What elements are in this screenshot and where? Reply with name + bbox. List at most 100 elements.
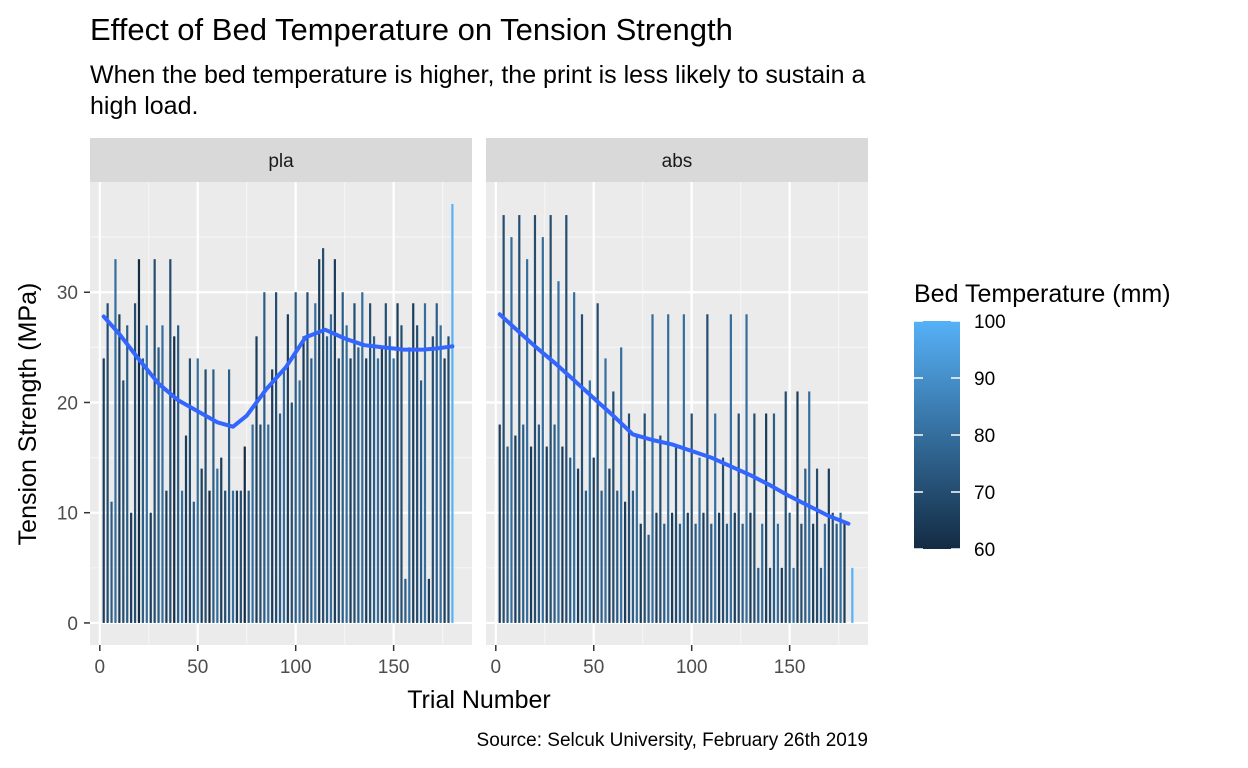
- smooth-trend-line: [497, 312, 851, 526]
- bar: [349, 358, 352, 623]
- bar: [404, 578, 407, 623]
- bar: [725, 523, 729, 623]
- bar: [161, 325, 164, 623]
- bar: [412, 303, 415, 623]
- bar: [416, 325, 419, 623]
- y-tick-label: 10: [57, 504, 78, 525]
- bar: [635, 435, 638, 623]
- bar: [851, 567, 854, 623]
- bar: [180, 490, 184, 623]
- bar: [361, 292, 364, 623]
- bar: [333, 259, 336, 623]
- bar: [353, 303, 356, 623]
- bar: [157, 347, 160, 623]
- legend-tick-label: 70: [974, 483, 995, 504]
- bar: [372, 336, 376, 623]
- bar: [345, 325, 348, 623]
- bar: [102, 358, 105, 623]
- bar: [169, 259, 172, 623]
- bar: [643, 413, 646, 623]
- bar: [839, 512, 842, 623]
- bar: [800, 523, 803, 623]
- smooth-trend-line: [101, 314, 455, 429]
- bar: [114, 259, 117, 623]
- bar: [216, 468, 219, 623]
- bar: [122, 380, 125, 623]
- bar: [263, 292, 266, 623]
- x-tick-label: 150: [378, 657, 410, 678]
- bar: [702, 512, 705, 623]
- bar: [804, 468, 807, 623]
- bar: [608, 468, 611, 623]
- bar: [667, 314, 670, 623]
- axes-layer: Trial Number Tension Strength (MPa): [14, 283, 551, 714]
- bar: [737, 413, 740, 623]
- bar: [639, 523, 642, 623]
- y-tick-label: 30: [57, 283, 78, 304]
- bar: [380, 347, 383, 623]
- bar: [177, 325, 180, 623]
- bar: [192, 501, 195, 623]
- bar: [298, 380, 301, 623]
- bar: [776, 523, 779, 623]
- bar: [549, 215, 552, 623]
- bar: [741, 523, 744, 623]
- bar: [251, 424, 254, 623]
- bar: [655, 512, 658, 623]
- bar: [137, 259, 141, 623]
- bar: [130, 512, 133, 623]
- bar: [118, 314, 121, 623]
- bar: [565, 215, 568, 623]
- bar: [419, 380, 423, 623]
- bar: [514, 435, 517, 623]
- bar: [275, 292, 278, 623]
- bar: [271, 369, 274, 623]
- bar: [671, 512, 674, 623]
- bar: [627, 413, 631, 623]
- bar: [392, 358, 395, 623]
- panel-abs: abs 0 50 100 150: [486, 138, 868, 678]
- y-axis-title: Tension Strength (MPa): [14, 283, 42, 546]
- bar: [686, 512, 689, 623]
- bar: [227, 369, 231, 623]
- bar: [792, 567, 795, 623]
- bar: [306, 292, 309, 623]
- bar: [518, 215, 521, 623]
- facet-label-abs: abs: [662, 151, 693, 172]
- bar: [753, 413, 756, 623]
- x-tick-label: 100: [280, 657, 312, 678]
- bar: [388, 336, 391, 623]
- bar: [819, 567, 823, 623]
- bar: [620, 347, 623, 623]
- bar: [576, 468, 580, 623]
- bar: [694, 523, 697, 623]
- bar: [204, 369, 207, 623]
- bar: [784, 391, 787, 623]
- bar: [400, 325, 403, 623]
- bar: [729, 314, 732, 623]
- bar: [337, 358, 340, 623]
- bar: [408, 347, 411, 623]
- bar: [588, 380, 591, 623]
- bar: [843, 523, 846, 623]
- bar: [165, 490, 168, 623]
- y-tick-label: 20: [57, 393, 78, 414]
- bar: [498, 424, 501, 623]
- bar: [529, 446, 533, 623]
- bar: [318, 259, 321, 623]
- bar: [714, 413, 717, 623]
- x-tick-label: 50: [583, 657, 604, 678]
- bar: [188, 358, 192, 623]
- bar: [569, 457, 572, 623]
- bar: [506, 446, 509, 623]
- bar: [780, 567, 783, 623]
- bar: [580, 314, 584, 623]
- x-axis-title: Trial Number: [407, 686, 551, 714]
- bar: [286, 314, 289, 623]
- bar: [815, 468, 819, 623]
- bar: [573, 292, 576, 623]
- bar: [314, 303, 317, 623]
- x-tick-label: 150: [774, 657, 806, 678]
- bar: [674, 446, 678, 623]
- bar: [761, 523, 764, 623]
